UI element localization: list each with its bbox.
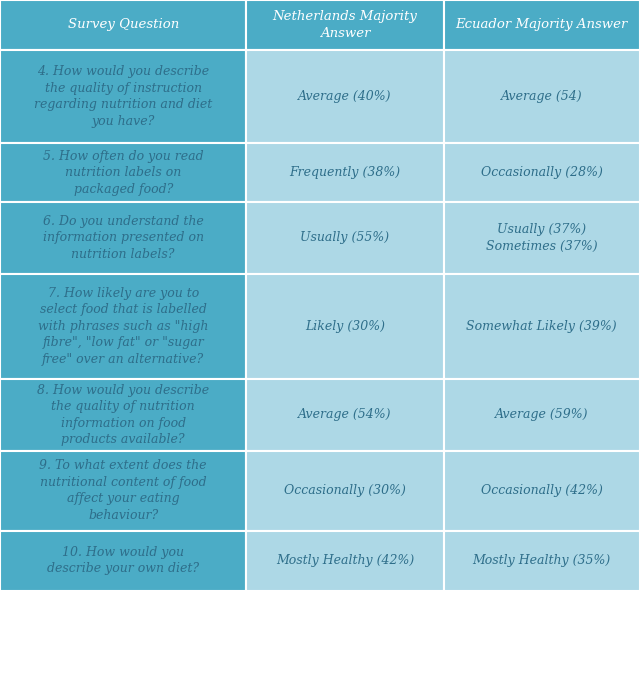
Text: Occasionally (28%): Occasionally (28%) — [481, 166, 603, 180]
Bar — [444, 530, 640, 590]
Bar — [0, 379, 246, 450]
Text: Average (54): Average (54) — [501, 90, 582, 103]
Bar — [444, 450, 640, 530]
Text: Mostly Healthy (35%): Mostly Healthy (35%) — [472, 554, 611, 567]
Bar — [0, 143, 246, 203]
Text: 9. To what extent does the
nutritional content of food
affect your eating
behavi: 9. To what extent does the nutritional c… — [40, 460, 207, 522]
Bar — [444, 143, 640, 203]
Text: 7. How likely are you to
select food that is labelled
with phrases such as "high: 7. How likely are you to select food tha… — [38, 287, 209, 366]
Text: Average (59%): Average (59%) — [495, 408, 589, 422]
Bar — [246, 530, 444, 590]
Bar — [246, 450, 444, 530]
Text: 4. How would you describe
the quality of instruction
regarding nutrition and die: 4. How would you describe the quality of… — [34, 65, 212, 128]
Text: Usually (55%): Usually (55%) — [300, 231, 390, 245]
Bar — [0, 530, 246, 590]
Text: Usually (37%)
Sometimes (37%): Usually (37%) Sometimes (37%) — [486, 223, 598, 253]
Bar — [0, 203, 246, 273]
Bar — [0, 450, 246, 530]
Bar — [246, 203, 444, 273]
Bar — [246, 0, 444, 50]
Bar — [0, 0, 246, 50]
Text: Somewhat Likely (39%): Somewhat Likely (39%) — [467, 320, 617, 333]
Bar — [246, 379, 444, 450]
Bar — [246, 143, 444, 203]
Text: Likely (30%): Likely (30%) — [305, 320, 385, 333]
Text: Average (40%): Average (40%) — [298, 90, 392, 103]
Text: Netherlands Majority
Answer: Netherlands Majority Answer — [273, 10, 417, 39]
Bar — [246, 50, 444, 143]
Text: Occasionally (42%): Occasionally (42%) — [481, 484, 603, 497]
Text: Frequently (38%): Frequently (38%) — [289, 166, 401, 180]
Text: 8. How would you describe
the quality of nutrition
information on food
products : 8. How would you describe the quality of… — [37, 384, 209, 446]
Text: 10. How would you
describe your own diet?: 10. How would you describe your own diet… — [47, 546, 199, 575]
Bar — [444, 379, 640, 450]
Text: 5. How often do you read
nutrition labels on
packaged food?: 5. How often do you read nutrition label… — [43, 150, 204, 196]
Bar — [0, 50, 246, 143]
Bar — [444, 50, 640, 143]
Text: Survey Question: Survey Question — [68, 18, 179, 31]
Bar — [444, 0, 640, 50]
Text: Ecuador Majority Answer: Ecuador Majority Answer — [456, 18, 628, 31]
Bar — [0, 273, 246, 379]
Text: Occasionally (30%): Occasionally (30%) — [284, 484, 406, 497]
Bar — [246, 273, 444, 379]
Bar — [444, 203, 640, 273]
Bar — [444, 273, 640, 379]
Text: Mostly Healthy (42%): Mostly Healthy (42%) — [276, 554, 414, 567]
Text: 6. Do you understand the
information presented on
nutrition labels?: 6. Do you understand the information pre… — [43, 215, 204, 261]
Text: Average (54%): Average (54%) — [298, 408, 392, 422]
